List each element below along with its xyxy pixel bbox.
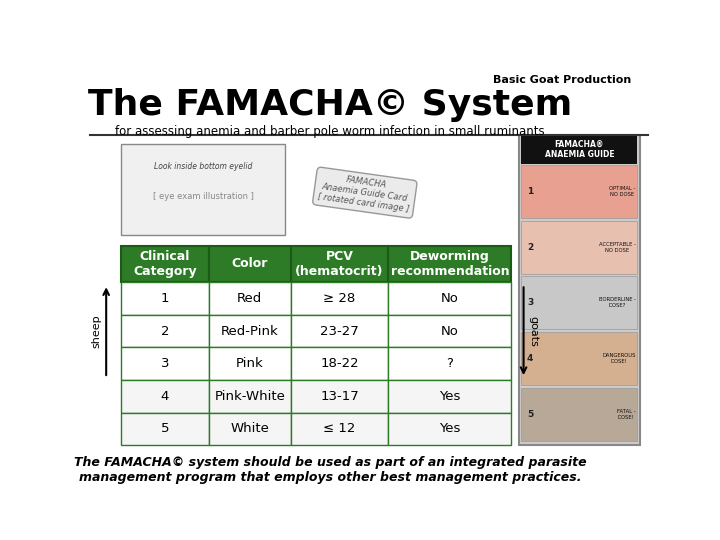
Text: White: White: [230, 422, 269, 435]
Bar: [389, 347, 511, 380]
Text: OPTIMAL -
NO DOSE: OPTIMAL - NO DOSE: [609, 186, 636, 197]
Text: Look inside bottom eyelid: Look inside bottom eyelid: [154, 162, 252, 171]
Bar: [291, 347, 389, 380]
Text: The FAMACHA© System: The FAMACHA© System: [88, 87, 572, 122]
Bar: [521, 221, 637, 274]
Text: 1: 1: [527, 187, 534, 196]
Bar: [291, 380, 389, 413]
Text: Yes: Yes: [439, 390, 461, 403]
Bar: [518, 136, 640, 446]
Bar: [389, 315, 511, 347]
Text: 3: 3: [527, 298, 534, 307]
Text: ≥ 28: ≥ 28: [323, 292, 356, 305]
Bar: [121, 380, 209, 413]
Bar: [209, 413, 291, 446]
Text: Color: Color: [232, 258, 268, 271]
Text: 4: 4: [527, 354, 534, 363]
Text: FAMACHA
Anaemia Guide Card
[ rotated card image ]: FAMACHA Anaemia Guide Card [ rotated car…: [317, 172, 413, 214]
Text: 2: 2: [161, 325, 169, 338]
Text: Red-Pink: Red-Pink: [221, 325, 279, 338]
Bar: [291, 315, 389, 347]
Text: for assessing anemia and barber pole worm infection in small ruminants: for assessing anemia and barber pole wor…: [115, 125, 545, 138]
Bar: [389, 282, 511, 315]
Text: Yes: Yes: [439, 422, 461, 435]
Bar: [209, 246, 291, 282]
Bar: [291, 413, 389, 446]
Text: BORDERLINE -
DOSE?: BORDERLINE - DOSE?: [599, 298, 636, 308]
Text: 23-27: 23-27: [320, 325, 359, 338]
Bar: [209, 282, 291, 315]
Text: Deworming
recommendation: Deworming recommendation: [390, 250, 509, 278]
Text: Red: Red: [237, 292, 263, 305]
Text: PCV
(hematocrit): PCV (hematocrit): [295, 250, 384, 278]
Text: No: No: [441, 325, 459, 338]
Bar: [521, 388, 637, 441]
Text: 13-17: 13-17: [320, 390, 359, 403]
Text: 4: 4: [161, 390, 169, 403]
Text: 5: 5: [527, 410, 534, 418]
Bar: [521, 332, 637, 385]
Bar: [209, 315, 291, 347]
Text: Pink-White: Pink-White: [215, 390, 285, 403]
Bar: [389, 413, 511, 446]
Bar: [521, 165, 637, 218]
Bar: [209, 347, 291, 380]
Text: goats: goats: [528, 316, 539, 347]
Bar: [121, 315, 209, 347]
Text: 18-22: 18-22: [320, 357, 359, 370]
Bar: [389, 246, 511, 282]
Bar: [291, 246, 389, 282]
Text: 2: 2: [527, 242, 534, 252]
Text: The FAMACHA© system should be used as part of an integrated parasite
management : The FAMACHA© system should be used as pa…: [73, 456, 586, 484]
Text: 1: 1: [161, 292, 169, 305]
Bar: [121, 144, 285, 235]
Text: sheep: sheep: [91, 314, 101, 348]
Bar: [389, 380, 511, 413]
Text: Basic Goat Production: Basic Goat Production: [493, 75, 631, 85]
Text: 5: 5: [161, 422, 169, 435]
Text: FATAL -
DOSE!: FATAL - DOSE!: [617, 409, 636, 420]
Text: 3: 3: [161, 357, 169, 370]
Text: [ eye exam illustration ]: [ eye exam illustration ]: [153, 192, 253, 201]
Text: ACCEPTABLE -
NO DOSE: ACCEPTABLE - NO DOSE: [599, 242, 636, 253]
Bar: [121, 413, 209, 446]
Bar: [291, 282, 389, 315]
Text: FAMACHA®
ANAEMIA GUIDE: FAMACHA® ANAEMIA GUIDE: [544, 140, 614, 159]
Bar: [121, 246, 209, 282]
Text: ≤ 12: ≤ 12: [323, 422, 356, 435]
Bar: [521, 276, 637, 329]
Bar: [209, 380, 291, 413]
Bar: [521, 136, 637, 164]
Text: Clinical
Category: Clinical Category: [133, 250, 197, 278]
Bar: [121, 282, 209, 315]
Text: ?: ?: [446, 357, 454, 370]
Text: No: No: [441, 292, 459, 305]
Text: DANGEROUS
DOSE!: DANGEROUS DOSE!: [602, 353, 636, 364]
Text: Pink: Pink: [236, 357, 264, 370]
Bar: [121, 347, 209, 380]
